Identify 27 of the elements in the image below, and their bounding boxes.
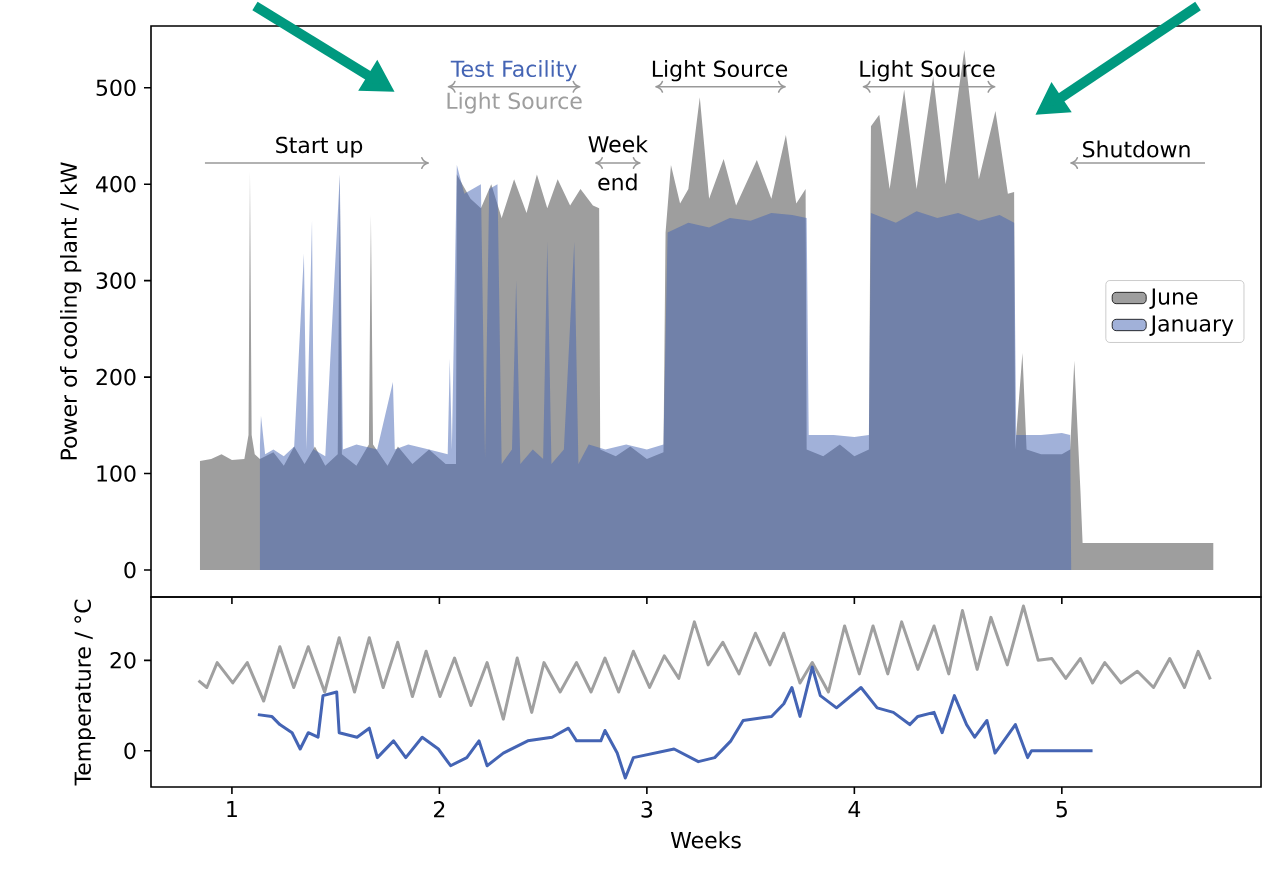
y-tick-label: 0	[124, 742, 136, 760]
y-tick-label: 500	[96, 79, 136, 97]
legend-label: June	[1149, 288, 1198, 309]
x-tick-label: 4	[848, 801, 861, 818]
y-tick-label: 400	[96, 175, 136, 193]
annotation: Light Source	[447, 92, 582, 114]
x-tick-label: 1	[227, 801, 237, 818]
annotation: Start up	[276, 136, 363, 158]
annotation: Test Facility	[450, 60, 577, 82]
x-tick-label: 5	[1056, 801, 1067, 818]
annotation: Light Source	[860, 60, 995, 82]
annotation: Shutdown	[1083, 140, 1190, 158]
y-tick-label: 0	[124, 561, 136, 579]
x-axis-title: Weeks	[670, 831, 741, 849]
y-tick-label: 300	[96, 272, 136, 289]
legend-label: January	[1149, 315, 1234, 337]
line-series	[197, 604, 1212, 721]
x-tick-label: 3	[641, 801, 653, 818]
y-tick-label: 200	[96, 368, 136, 386]
annotation: Week end	[588, 135, 648, 191]
y-tick-label: 20	[110, 652, 136, 669]
x-tick-label: 2	[434, 801, 445, 818]
y-tick-label: 100	[97, 465, 136, 482]
y-axis-title: Temperature / °C	[74, 599, 96, 786]
line-series	[256, 665, 1095, 780]
annotation: Light Source	[652, 60, 788, 82]
y-axis-title: Power of cooling plant / kW	[60, 162, 82, 460]
